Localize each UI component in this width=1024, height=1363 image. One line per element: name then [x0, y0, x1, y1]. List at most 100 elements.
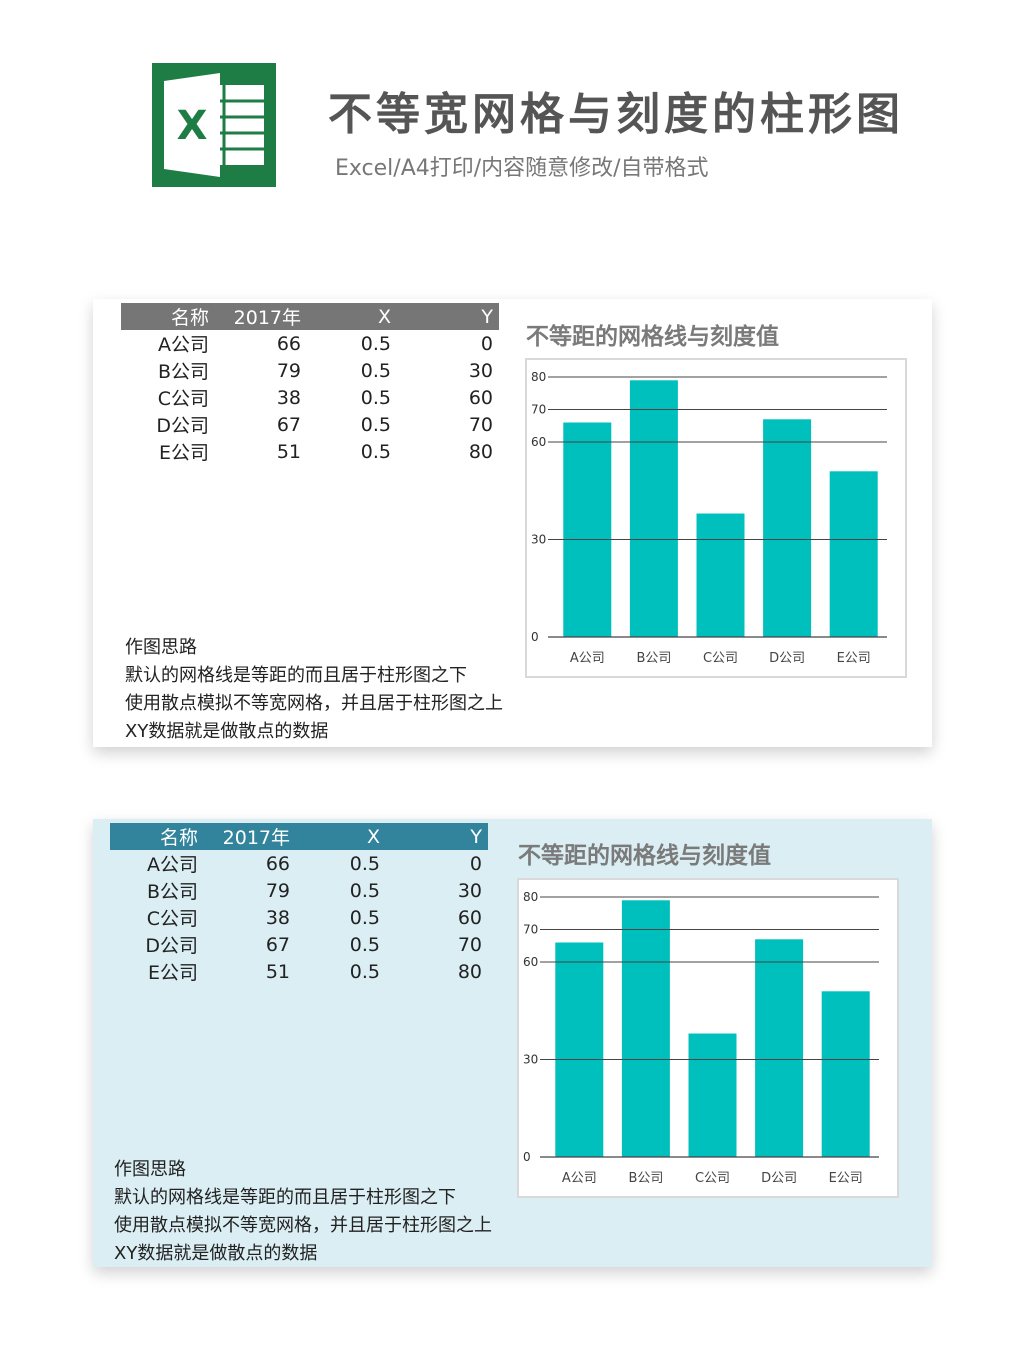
- y-tick-label: 70: [523, 923, 538, 937]
- cell-name: C公司: [157, 388, 209, 410]
- cell-x: 0.5: [360, 440, 391, 463]
- cell-value: 67: [276, 413, 301, 436]
- cell-x: 0.5: [360, 413, 391, 436]
- logo-letter: X: [177, 103, 208, 149]
- cell-name: C公司: [146, 908, 198, 930]
- cell-name: B公司: [157, 361, 209, 383]
- header-year: 2017年: [204, 823, 296, 850]
- chart-area: 0 30 60 70 80 A公司 B公司 C公司 D公司 E公司: [525, 358, 907, 678]
- y-tick-label: 30: [523, 1053, 538, 1067]
- table-row: C公司 38 0.5 60: [110, 904, 488, 931]
- header-y: Y: [397, 303, 499, 330]
- x-category-label: E公司: [829, 1171, 863, 1186]
- notes-line: 默认的网格线是等距的而且居于柱形图之下: [125, 665, 467, 686]
- chart-title: 不等距的网格线与刻度值: [518, 843, 771, 869]
- x-category-label: A公司: [562, 1171, 597, 1186]
- cell-y: 30: [457, 879, 482, 902]
- cell-x: 0.5: [360, 359, 391, 382]
- x-category-label: D公司: [769, 651, 805, 666]
- y-tick-label: 0: [531, 630, 539, 644]
- notes-line: 使用散点模拟不等宽网格，并且居于柱形图之上: [114, 1215, 492, 1236]
- cell-value: 66: [265, 852, 290, 875]
- bar-E公司: [821, 991, 870, 1158]
- bar-chart: 0 30 60 70 80 A公司 B公司 C公司 D公司 E公司: [523, 890, 879, 1186]
- header-name: 名称: [121, 303, 215, 330]
- bar-chart: 0 30 60 70 80 A公司 B公司 C公司 D公司 E公司: [531, 370, 887, 666]
- cell-x: 0.5: [349, 852, 380, 875]
- cell-value: 38: [265, 906, 290, 929]
- cell-name: E公司: [147, 962, 198, 984]
- excel-logo-icon: X: [152, 63, 276, 187]
- template-panel-teal: 名称 2017年 X Y A公司 66 0.5 0 B公司 79 0.5 30 …: [93, 819, 932, 1267]
- x-category-label: D公司: [761, 1171, 797, 1186]
- x-category-label: E公司: [837, 651, 871, 666]
- cell-value: 79: [265, 879, 290, 902]
- cell-name: D公司: [156, 415, 209, 437]
- bar-B公司: [629, 380, 678, 638]
- bar-D公司: [755, 939, 804, 1158]
- page-subtitle: Excel/A4打印/内容随意修改/自带格式: [335, 156, 709, 181]
- y-tick-label: 30: [531, 533, 546, 547]
- data-table: 名称 2017年 X Y A公司 66 0.5 0 B公司 79 0.5 30 …: [110, 823, 488, 985]
- cell-value: 51: [276, 440, 301, 463]
- notes-line: 使用散点模拟不等宽网格，并且居于柱形图之上: [125, 693, 503, 714]
- data-table: 名称 2017年 X Y A公司 66 0.5 0 B公司 79 0.5 30 …: [121, 303, 499, 465]
- x-category-label: C公司: [703, 651, 738, 666]
- cell-value: 51: [265, 960, 290, 983]
- page-title: 不等宽网格与刻度的柱形图: [328, 89, 904, 140]
- cell-y: 0: [480, 332, 493, 355]
- header-year: 2017年: [215, 303, 307, 330]
- y-tick-label: 70: [531, 403, 546, 417]
- table-row: B公司 79 0.5 30: [110, 877, 488, 904]
- bar-E公司: [829, 471, 878, 638]
- y-tick-label: 80: [523, 890, 538, 904]
- cell-value: 38: [276, 386, 301, 409]
- cell-y: 30: [468, 359, 493, 382]
- header-x: X: [296, 823, 386, 850]
- table-row: D公司 67 0.5 70: [110, 931, 488, 958]
- cell-x: 0.5: [349, 933, 380, 956]
- notes-line: XY数据就是做散点的数据: [114, 1243, 318, 1264]
- x-category-label: A公司: [570, 651, 605, 666]
- cell-name: B公司: [146, 881, 198, 903]
- table-row: C公司 38 0.5 60: [121, 384, 499, 411]
- y-tick-label: 60: [531, 435, 546, 449]
- cell-name: A公司: [147, 854, 198, 876]
- cell-x: 0.5: [360, 386, 391, 409]
- bar-A公司: [563, 422, 612, 637]
- y-tick-label: 0: [523, 1150, 531, 1164]
- template-panel-gray: 名称 2017年 X Y A公司 66 0.5 0 B公司 79 0.5 30 …: [93, 299, 932, 747]
- x-category-label: B公司: [636, 651, 671, 666]
- y-tick-label: 60: [523, 955, 538, 969]
- notes-line: 默认的网格线是等距的而且居于柱形图之下: [114, 1187, 456, 1208]
- cell-name: E公司: [158, 442, 209, 464]
- table-row: A公司 66 0.5 0: [121, 330, 499, 357]
- table-row: D公司 67 0.5 70: [121, 411, 499, 438]
- notes-line: XY数据就是做散点的数据: [125, 721, 329, 742]
- table-row: B公司 79 0.5 30: [121, 357, 499, 384]
- cell-value: 67: [265, 933, 290, 956]
- cell-y: 80: [457, 960, 482, 983]
- chart-area: 0 30 60 70 80 A公司 B公司 C公司 D公司 E公司: [517, 878, 899, 1198]
- x-category-label: C公司: [695, 1171, 730, 1186]
- notes-heading: 作图思路: [114, 1159, 186, 1180]
- chart-title: 不等距的网格线与刻度值: [526, 324, 779, 350]
- bar-D公司: [763, 419, 812, 638]
- cell-y: 70: [468, 413, 493, 436]
- cell-x: 0.5: [360, 332, 391, 355]
- header-x: X: [307, 303, 397, 330]
- cell-y: 0: [469, 852, 482, 875]
- x-category-label: B公司: [628, 1171, 663, 1186]
- bar-A公司: [555, 942, 604, 1157]
- notes-heading: 作图思路: [125, 637, 197, 658]
- bar-C公司: [688, 1033, 737, 1157]
- header-y: Y: [386, 823, 488, 850]
- cell-x: 0.5: [349, 879, 380, 902]
- cell-name: D公司: [145, 935, 198, 957]
- cell-y: 60: [468, 386, 493, 409]
- cell-value: 66: [276, 332, 301, 355]
- cell-value: 79: [276, 359, 301, 382]
- cell-x: 0.5: [349, 906, 380, 929]
- cell-y: 70: [457, 933, 482, 956]
- header-name: 名称: [110, 823, 204, 850]
